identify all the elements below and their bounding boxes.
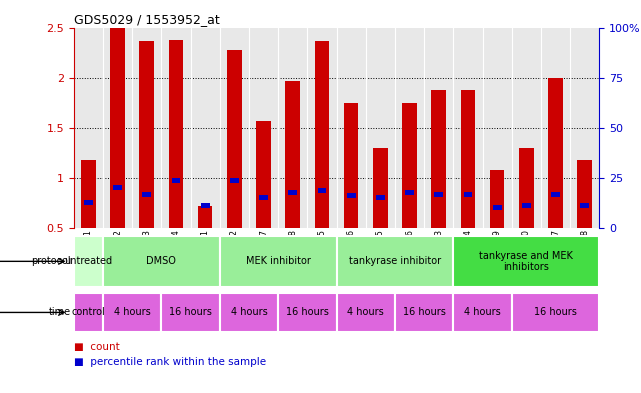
Text: DMSO: DMSO (146, 256, 176, 266)
Bar (493, 206, 501, 210)
Bar (288, 190, 297, 195)
Bar (103, 236, 220, 287)
Bar (220, 293, 278, 332)
Bar (81, 160, 96, 228)
Bar (162, 293, 220, 332)
Bar (376, 195, 385, 200)
Text: ■  count: ■ count (74, 342, 119, 352)
Bar (431, 90, 446, 228)
Bar (453, 236, 599, 287)
Text: 4 hours: 4 hours (347, 307, 384, 318)
Bar (347, 193, 356, 198)
Bar (201, 204, 210, 208)
Bar (435, 192, 443, 197)
Bar (230, 178, 238, 184)
Text: tankyrase and MEK
inhibitors: tankyrase and MEK inhibitors (479, 251, 573, 272)
Text: control: control (71, 307, 105, 318)
Text: 16 hours: 16 hours (534, 307, 577, 318)
Bar (373, 148, 388, 228)
Bar (317, 188, 326, 193)
Bar (522, 204, 531, 208)
Bar (278, 293, 337, 332)
Bar (578, 160, 592, 228)
Bar (113, 185, 122, 190)
Text: 16 hours: 16 hours (169, 307, 212, 318)
Bar (512, 293, 599, 332)
Bar (453, 293, 512, 332)
Text: 16 hours: 16 hours (286, 307, 329, 318)
Bar (285, 81, 300, 228)
Bar (337, 293, 395, 332)
Text: time: time (48, 307, 71, 318)
Bar (490, 170, 504, 228)
Bar (198, 206, 212, 228)
Text: 4 hours: 4 hours (113, 307, 151, 318)
Bar (84, 200, 93, 206)
Bar (463, 192, 472, 197)
Text: 4 hours: 4 hours (464, 307, 501, 318)
Bar (256, 121, 271, 228)
Bar (580, 204, 589, 208)
Bar (103, 293, 162, 332)
Text: ■  percentile rank within the sample: ■ percentile rank within the sample (74, 358, 266, 367)
Bar (315, 40, 329, 228)
Bar (395, 293, 453, 332)
Bar (142, 192, 151, 197)
Bar (461, 90, 475, 228)
Bar (259, 195, 268, 200)
Bar (405, 190, 414, 195)
Bar (74, 236, 103, 287)
Text: protocol: protocol (31, 256, 71, 266)
Bar (169, 40, 183, 228)
Bar (548, 78, 563, 228)
Bar (519, 148, 533, 228)
Text: MEK inhibitor: MEK inhibitor (246, 256, 310, 266)
Text: GDS5029 / 1553952_at: GDS5029 / 1553952_at (74, 13, 219, 26)
Bar (403, 103, 417, 228)
Bar (337, 236, 453, 287)
Text: untreated: untreated (64, 256, 112, 266)
Bar (172, 178, 180, 184)
Bar (551, 192, 560, 197)
Bar (140, 40, 154, 228)
Text: tankyrase inhibitor: tankyrase inhibitor (349, 256, 441, 266)
Text: 4 hours: 4 hours (231, 307, 267, 318)
Bar (110, 28, 125, 228)
Bar (227, 50, 242, 228)
Bar (220, 236, 337, 287)
Bar (344, 103, 358, 228)
Bar (74, 293, 103, 332)
Text: 16 hours: 16 hours (403, 307, 445, 318)
